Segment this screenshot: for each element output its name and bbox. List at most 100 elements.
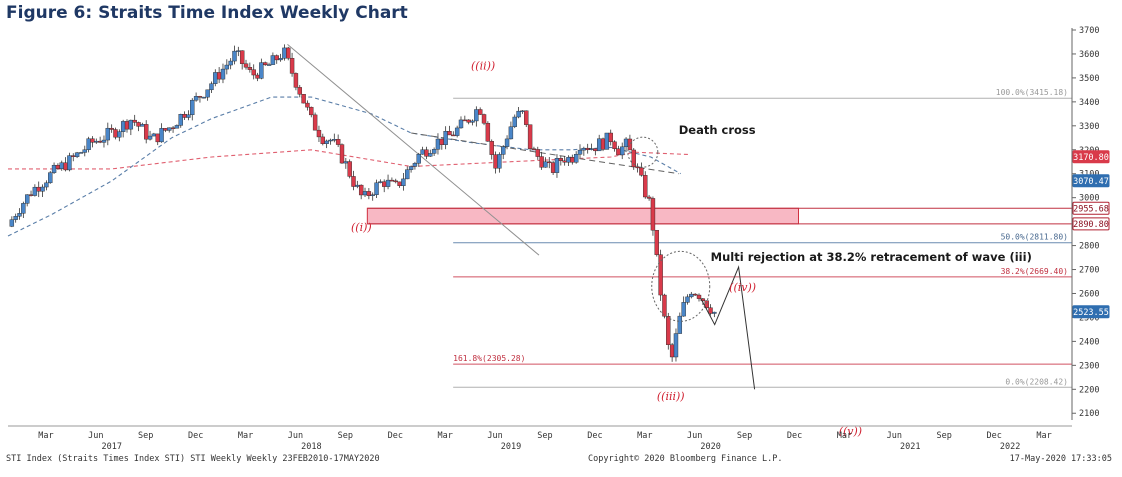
candle [36, 181, 41, 198]
candle [585, 143, 590, 154]
candle [535, 146, 540, 160]
x-tick-label: Dec [986, 431, 1001, 441]
candle [635, 163, 640, 173]
candle [408, 165, 414, 173]
candle [685, 294, 690, 305]
candle [128, 119, 134, 136]
candle [573, 151, 579, 164]
candle [639, 162, 644, 177]
candle [604, 132, 610, 150]
x-tick-label: Jun [288, 431, 303, 441]
support-zone-layer [366, 207, 1072, 225]
candle [270, 52, 276, 65]
x-year-label: 2020 [700, 442, 720, 452]
candle [696, 293, 702, 302]
x-tick-label: Dec [188, 431, 203, 441]
candle [462, 115, 468, 122]
candle [55, 163, 61, 170]
candle [282, 44, 287, 61]
price-tag: 2955.68 [1072, 201, 1110, 215]
candle [178, 113, 183, 128]
price-tag-label: 2890.80 [1073, 220, 1109, 230]
x-tick-label: Jun [887, 431, 902, 441]
x-tick-label: Mar [1036, 431, 1051, 441]
y-tick-label: 2300 [1079, 361, 1099, 371]
candle [351, 170, 356, 191]
candle [708, 304, 713, 316]
candle [90, 136, 95, 148]
candle [312, 112, 318, 131]
candle [274, 54, 279, 64]
candle [86, 136, 91, 153]
x-tick-label: Mar [437, 431, 452, 441]
candle [562, 155, 567, 166]
candle [658, 249, 663, 301]
candle [324, 139, 329, 149]
footer-source: STI Index (Straits Times Index STI) STI … [6, 454, 380, 464]
candle [543, 157, 548, 168]
candle [416, 152, 421, 167]
candle [170, 125, 176, 133]
fibonacci-label: 50.0%(2811.80) [1001, 233, 1068, 242]
candle [520, 110, 525, 114]
x-tick-label: Sep [138, 431, 153, 441]
candle [439, 138, 444, 150]
candle [389, 177, 395, 182]
candle [451, 131, 456, 137]
candle [631, 148, 636, 170]
candle [550, 160, 556, 175]
candle [21, 201, 26, 219]
candle [493, 151, 498, 174]
price-tag: 3070.47 [1072, 174, 1110, 188]
candle [124, 119, 130, 133]
candle [309, 106, 314, 118]
y-tick-label: 2100 [1079, 409, 1099, 419]
x-tick-label: Dec [787, 431, 802, 441]
candle [531, 146, 537, 150]
candle [174, 124, 180, 129]
candle [120, 119, 126, 138]
footer-copyright: Copyright© 2020 Bloomberg Finance L.P. [588, 454, 783, 464]
annotation-text: Death cross [679, 123, 756, 137]
candle [669, 342, 675, 362]
candle [286, 46, 291, 61]
candle [320, 133, 325, 146]
y-tick-label: 2400 [1079, 337, 1099, 347]
candle [28, 190, 34, 197]
candle [412, 161, 418, 170]
x-tick-label: Mar [38, 431, 53, 441]
x-tick-label: Mar [238, 431, 253, 441]
candle [554, 154, 560, 178]
candle [378, 179, 383, 184]
candle [109, 124, 114, 133]
wave-label: ((i)) [351, 221, 372, 234]
candle [650, 196, 656, 236]
wave-projection-path [700, 265, 756, 390]
candle [673, 328, 679, 362]
x-year-label: 2022 [1000, 442, 1020, 452]
death-cross-circle [627, 136, 659, 168]
wave-label: ((iv)) [729, 281, 756, 294]
candle [9, 216, 15, 228]
candle [524, 110, 529, 128]
candle [393, 178, 398, 184]
y-tick-label: 2800 [1079, 242, 1099, 252]
axis-layer: 3700360035003400330032003100300029002800… [8, 26, 1110, 452]
candle [159, 123, 164, 143]
candle [44, 180, 49, 191]
candle [209, 81, 214, 94]
candle [424, 146, 429, 160]
candle [155, 133, 160, 146]
candle [332, 133, 337, 143]
candle [278, 53, 283, 62]
candle [497, 152, 502, 173]
candle [623, 137, 629, 153]
candle [666, 312, 671, 350]
x-tick-label: Dec [388, 431, 403, 441]
candle [236, 46, 241, 57]
annotation-layer: Death cross Multi rejection at 38.2% retr… [351, 60, 1032, 438]
candle [82, 145, 87, 157]
candle [643, 171, 648, 199]
y-tick-label: 3400 [1079, 98, 1099, 108]
